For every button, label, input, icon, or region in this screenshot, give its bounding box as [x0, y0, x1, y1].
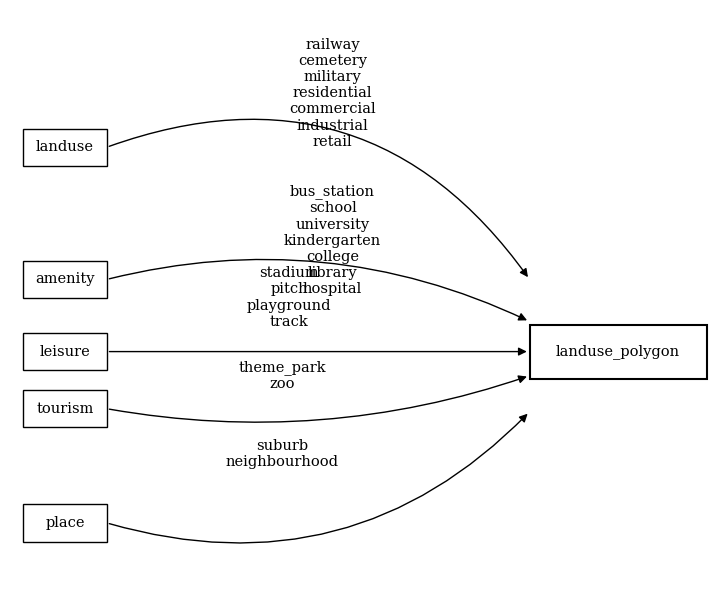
Text: place: place — [46, 516, 85, 530]
Text: leisure: leisure — [40, 344, 90, 359]
FancyArrowPatch shape — [109, 415, 526, 543]
Text: amenity: amenity — [35, 272, 95, 287]
Text: stadium
pitch
playground
track: stadium pitch playground track — [247, 266, 331, 329]
Text: suburb
neighbourhood: suburb neighbourhood — [226, 439, 338, 469]
FancyBboxPatch shape — [23, 504, 107, 542]
FancyArrowPatch shape — [109, 348, 526, 355]
Text: railway
cemetery
military
residential
commercial
industrial
retail: railway cemetery military residential co… — [289, 37, 376, 149]
FancyBboxPatch shape — [23, 129, 107, 166]
FancyArrowPatch shape — [109, 119, 527, 276]
Text: bus_station
school
university
kindergarten
college
library
hospital: bus_station school university kindergart… — [284, 185, 381, 296]
FancyBboxPatch shape — [529, 325, 707, 379]
Text: tourism: tourism — [36, 401, 94, 416]
Text: landuse: landuse — [36, 140, 94, 154]
FancyArrowPatch shape — [109, 260, 526, 320]
Text: landuse_polygon: landuse_polygon — [556, 344, 680, 359]
FancyBboxPatch shape — [23, 390, 107, 427]
FancyArrowPatch shape — [109, 376, 526, 422]
Text: theme_park
zoo: theme_park zoo — [238, 360, 326, 391]
FancyBboxPatch shape — [23, 261, 107, 298]
FancyBboxPatch shape — [23, 333, 107, 370]
